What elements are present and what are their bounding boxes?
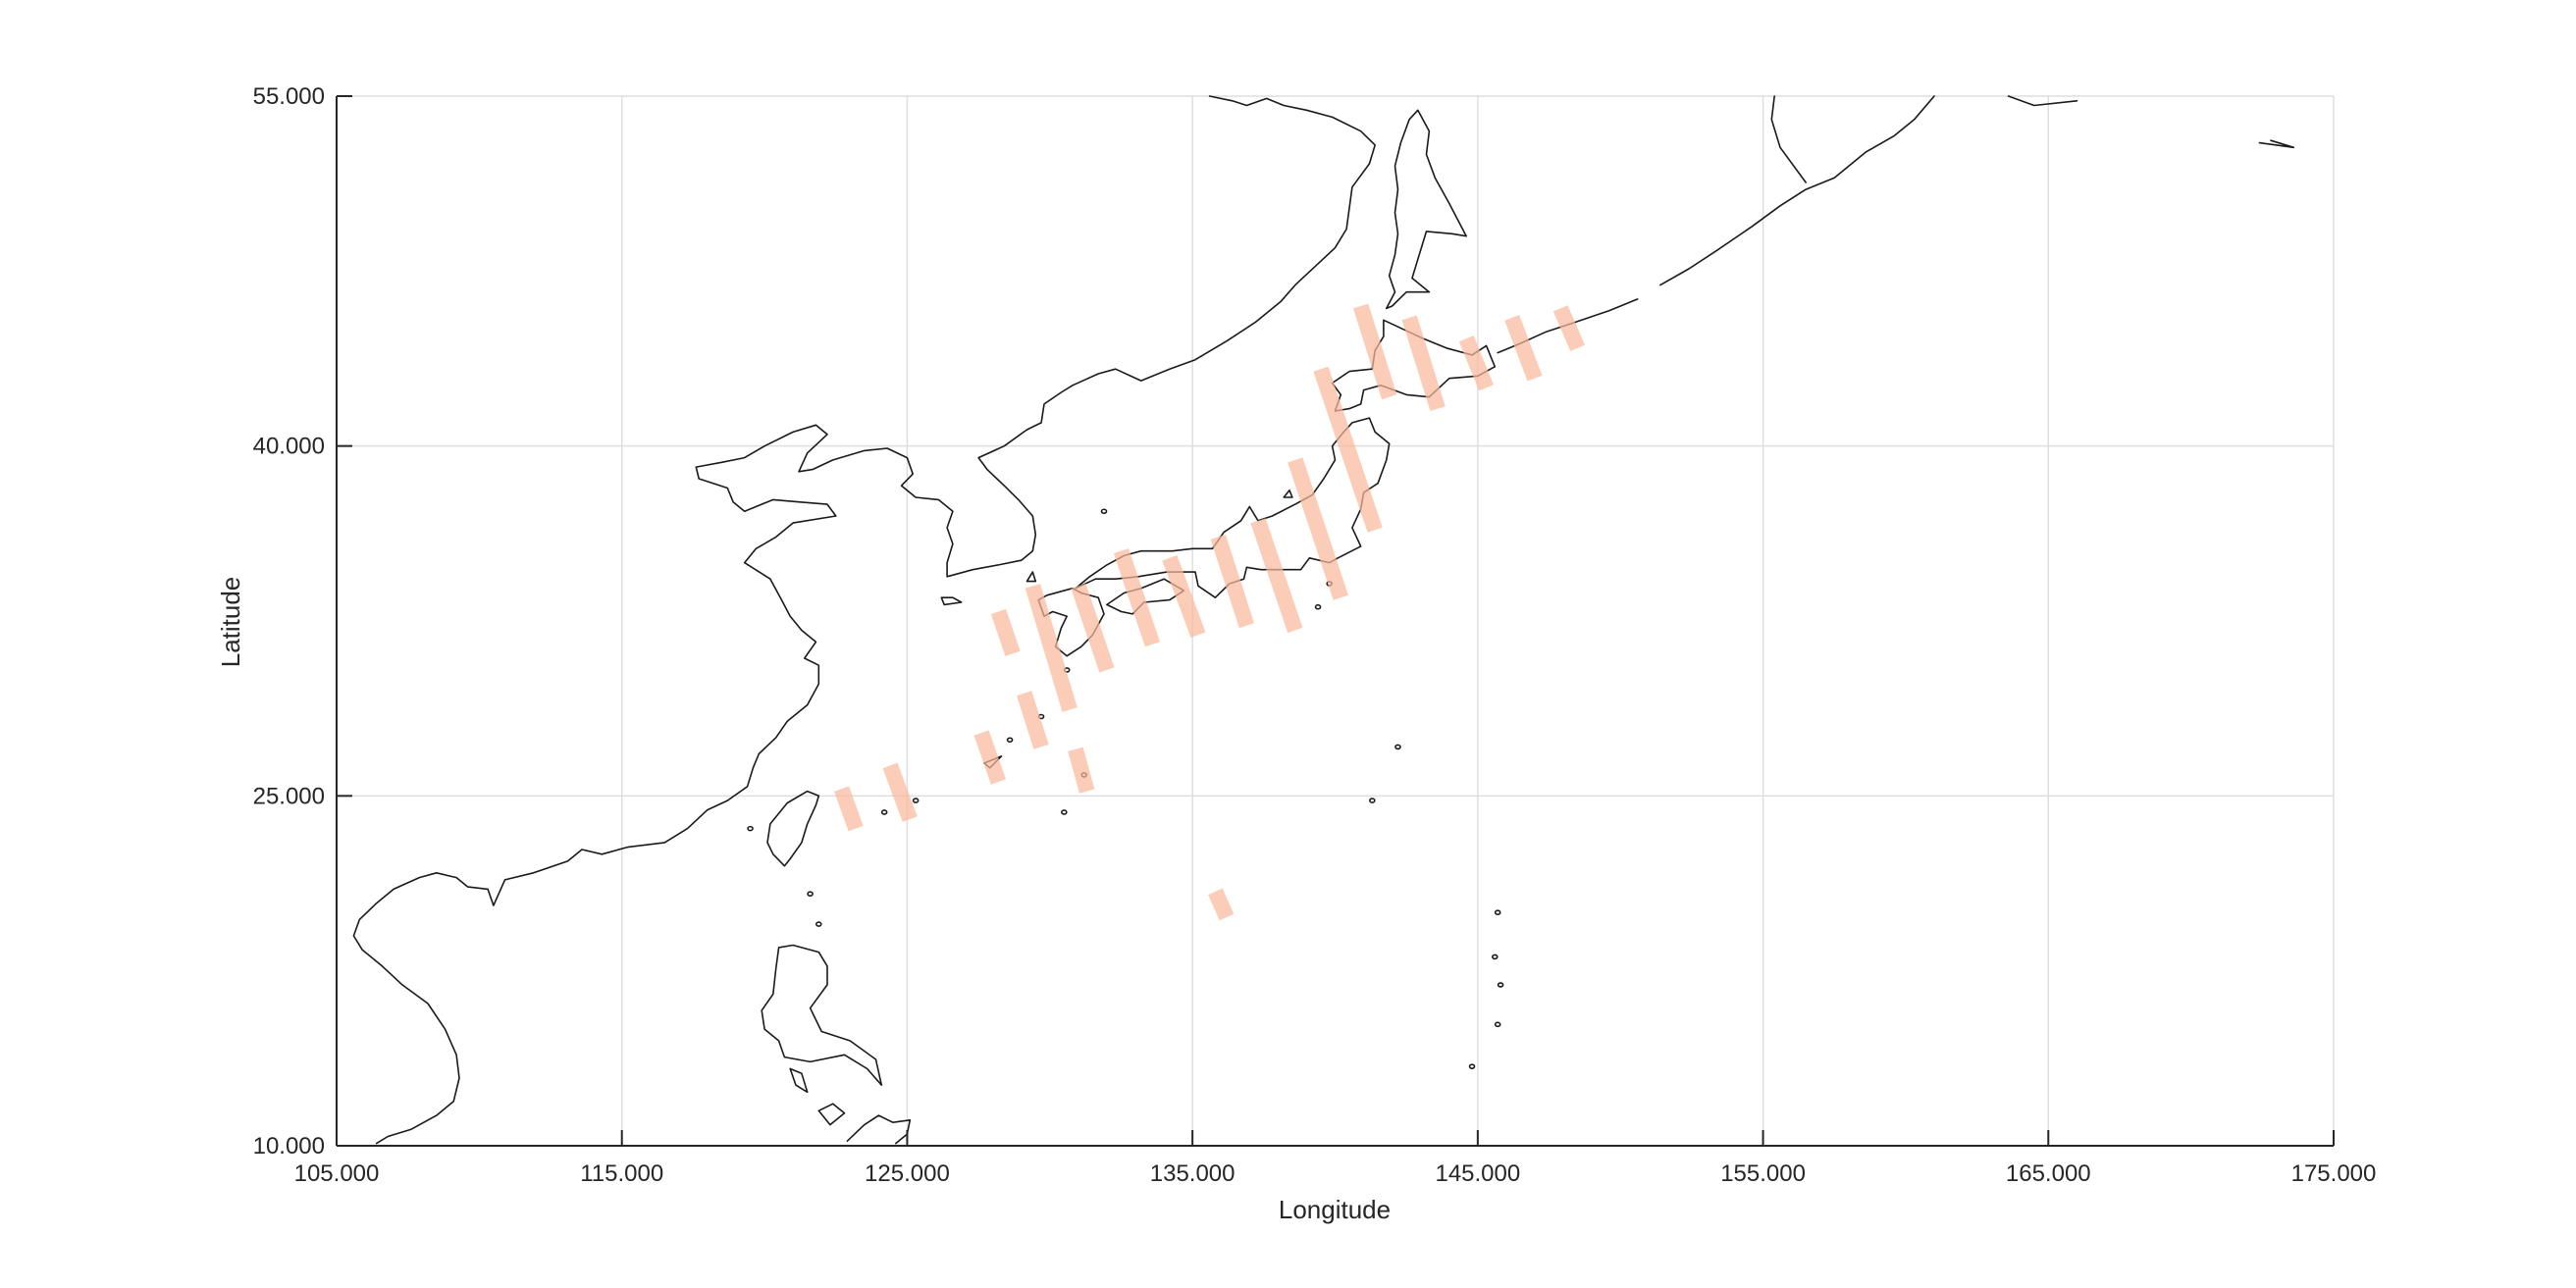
- coastline: [1025, 571, 1037, 583]
- swath: [1458, 335, 1494, 391]
- swath: [990, 608, 1021, 656]
- swath: [1504, 315, 1543, 382]
- island: [1314, 603, 1322, 610]
- x-axis-title: Longitude: [1279, 1195, 1391, 1224]
- island: [1394, 744, 1401, 750]
- coastline: [1659, 95, 1935, 286]
- swath: [1113, 548, 1160, 647]
- island: [1100, 508, 1108, 515]
- swath: [1025, 584, 1078, 712]
- x-tick-label: 115.000: [580, 1160, 663, 1187]
- coastline: [2258, 139, 2295, 149]
- gridlines: [336, 95, 2335, 1147]
- swath: [834, 786, 864, 832]
- island: [1497, 982, 1504, 988]
- swath: [973, 730, 1006, 785]
- x-tick-label: 125.000: [865, 1160, 950, 1187]
- x-tick-label: 165.000: [2006, 1160, 2091, 1187]
- swath: [1071, 583, 1115, 673]
- swath: [1162, 555, 1206, 638]
- y-tick-label: 55.000: [253, 83, 325, 110]
- y-axis-ticks: 10.000 25.000 40.000 55.000: [253, 83, 352, 1159]
- x-tick-label: 105.000: [294, 1160, 380, 1187]
- island: [912, 798, 920, 803]
- coastline: [846, 1114, 912, 1145]
- x-axis-ticks: 105.000 115.000 125.000 135.000 145.000 155.0…: [294, 1130, 2377, 1187]
- island: [815, 921, 822, 927]
- y-axis-title: Latitude: [216, 577, 245, 668]
- island: [747, 825, 754, 832]
- coastline: [1386, 109, 1467, 310]
- y-tick-label: 25.000: [253, 783, 325, 809]
- swath: [1208, 888, 1235, 921]
- x-tick-label: 175.000: [2291, 1160, 2377, 1187]
- island: [1494, 909, 1501, 916]
- island: [1492, 953, 1498, 960]
- coastline: [940, 596, 963, 606]
- island: [807, 891, 814, 898]
- swath: [1313, 366, 1383, 533]
- island: [880, 809, 888, 815]
- swath: [1552, 305, 1585, 351]
- satellite-swaths: [834, 303, 1585, 921]
- swath: [1288, 457, 1348, 600]
- y-tick-label: 10.000: [253, 1133, 325, 1159]
- coastline: [2007, 95, 2078, 107]
- island: [1468, 1063, 1476, 1069]
- swath: [1401, 315, 1446, 411]
- swath: [882, 762, 918, 822]
- island: [1006, 737, 1014, 744]
- x-tick-label: 145.000: [1435, 1160, 1520, 1187]
- swath: [1017, 691, 1049, 749]
- coastline: [352, 95, 1376, 1145]
- swath: [1210, 534, 1254, 629]
- island: [1494, 1021, 1501, 1028]
- coastline: [817, 1103, 846, 1126]
- coastline: [1770, 95, 1807, 183]
- island: [1061, 809, 1068, 815]
- coastline: [766, 790, 820, 867]
- swath: [1068, 747, 1095, 794]
- swath: [1353, 303, 1397, 400]
- coastline: [789, 1067, 809, 1094]
- coastlines: [352, 95, 2295, 1145]
- plot-axes: [336, 96, 2334, 1147]
- x-tick-label: 135.000: [1150, 1160, 1235, 1187]
- swath: [1250, 518, 1303, 634]
- coastline: [1283, 489, 1293, 498]
- coastline: [761, 944, 883, 1086]
- y-tick-label: 40.000: [253, 434, 325, 460]
- x-tick-label: 155.000: [1720, 1160, 1806, 1187]
- island: [1368, 798, 1376, 803]
